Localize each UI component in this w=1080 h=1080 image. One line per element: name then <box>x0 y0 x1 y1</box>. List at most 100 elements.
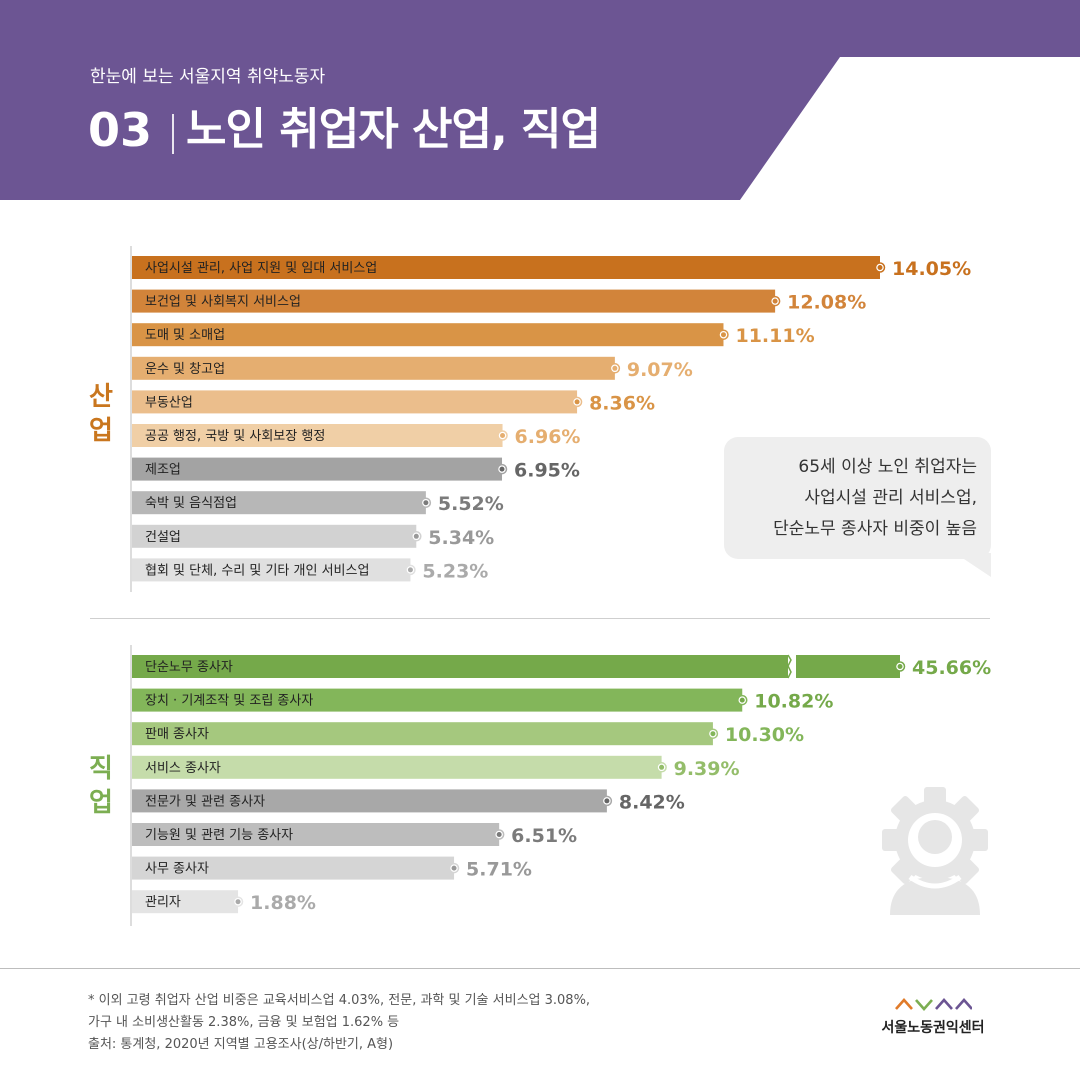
axis-break-mark <box>787 654 792 679</box>
source-line: 출처: 통계청, 2020년 지역별 고용조사(상/하반기, A형) <box>88 1037 394 1052</box>
bar <box>132 688 743 712</box>
bar-end-dot <box>496 832 502 837</box>
bar <box>132 890 239 914</box>
bar-end-dot <box>897 664 903 669</box>
category-label: 부동산업 <box>145 395 193 410</box>
bar <box>132 457 503 481</box>
category-label: 건설업 <box>145 530 181 545</box>
bar-end-dot <box>710 731 716 737</box>
category-label: 사업시설 관리, 사업 지원 및 임대 서비스업 <box>145 261 377 276</box>
header-banner: 한눈에 보는 서울지역 취약노동자 03 노인 취업자 산업, 직업 <box>0 0 1080 200</box>
category-label: 전문가 및 관련 종사자 <box>145 794 265 809</box>
category-label: 운수 및 창고업 <box>145 362 225 377</box>
bar-charts: 사업시설 관리, 사업 지원 및 임대 서비스업 14.05% 보건업 및 사회복지… <box>130 246 991 926</box>
bar-end-dot <box>500 433 506 438</box>
bar <box>132 289 776 313</box>
value-label: 10.30% <box>725 724 804 746</box>
bar <box>132 823 500 846</box>
callout-box <box>724 437 991 559</box>
bar-end-dot <box>235 899 241 905</box>
section-divider <box>90 618 990 619</box>
bar-end-dot <box>423 500 429 506</box>
bar-end-dot <box>451 865 457 871</box>
bar <box>132 524 417 548</box>
bar-end-dot <box>877 265 883 270</box>
callout-tail <box>955 553 991 577</box>
bar <box>132 424 503 447</box>
industry-label-char-2: 업 <box>89 416 113 446</box>
callout-line-1: 65세 이상 노인 취업자는 <box>798 457 977 477</box>
value-label: 1.88% <box>250 892 316 914</box>
bar-end-dot <box>659 764 665 770</box>
bar-end-dot <box>720 332 726 338</box>
category-label: 제조업 <box>145 463 181 478</box>
bar-end-dot <box>772 298 778 304</box>
category-label: 협회 및 단체, 수리 및 기타 개인 서비스업 <box>145 563 369 578</box>
callout-line-3: 단순노무 종사자 비중이 높음 <box>773 519 977 539</box>
bar <box>132 655 900 678</box>
bar <box>132 789 607 813</box>
bar <box>132 856 455 880</box>
value-label: 5.71% <box>466 859 532 881</box>
occupation-section-label: 직 업 <box>86 752 116 820</box>
footer-divider <box>0 968 1080 969</box>
category-label: 단순노무 종사자 <box>145 660 233 675</box>
logo-name: 서울노동권익센터 <box>881 1020 985 1036</box>
page-title: 노인 취업자 산업, 직업 <box>186 104 601 155</box>
organization-logo: 서울노동권익센터 <box>872 996 994 1037</box>
value-label: 11.11% <box>735 325 814 347</box>
industry-label-char-1: 산 <box>89 382 113 412</box>
category-label: 서비스 종사자 <box>145 761 221 776</box>
bar <box>132 256 880 279</box>
bar-end-dot <box>739 697 745 703</box>
value-label: 8.36% <box>589 392 655 414</box>
callout-line-2: 사업시설 관리 서비스업, <box>804 488 977 508</box>
occupation-label-char-1: 직 <box>89 754 113 784</box>
value-label: 6.51% <box>511 825 577 847</box>
category-label: 보건업 및 사회복지 서비스업 <box>145 295 301 310</box>
industry-section-label: 산 업 <box>86 380 116 448</box>
category-label: 사무 종사자 <box>145 862 209 877</box>
section-number: 03 <box>88 103 153 157</box>
value-label: 6.95% <box>514 460 580 482</box>
bar <box>132 722 713 746</box>
value-label: 5.52% <box>438 493 504 515</box>
title-separator <box>172 114 174 154</box>
bar <box>132 755 662 779</box>
footnote-line-2: 가구 내 소비생산활동 2.38%, 금융 및 보험업 1.62% 등 <box>88 1015 400 1030</box>
callout-text: 65세 이상 노인 취업자는 사업시설 관리 서비스업, 단순노무 종사자 비중… <box>724 452 977 545</box>
category-label: 관리자 <box>145 895 181 910</box>
value-label: 45.66% <box>912 657 991 679</box>
value-label: 5.34% <box>428 527 494 549</box>
bar-end-dot <box>407 567 413 573</box>
bar <box>132 558 411 582</box>
category-label: 숙박 및 음식점업 <box>145 496 237 511</box>
bar-end-dot <box>612 365 618 371</box>
category-label: 기능원 및 관련 기능 종사자 <box>145 828 293 843</box>
bar <box>132 390 578 414</box>
value-label: 9.39% <box>674 758 740 780</box>
category-label: 도매 및 소매업 <box>145 328 225 343</box>
bar <box>132 356 615 380</box>
category-label: 장치 · 기계조작 및 조립 종사자 <box>145 694 313 709</box>
footnote: * 이외 고령 취업자 산업 비중은 교육서비스업 4.03%, 전문, 과학 … <box>88 990 590 1056</box>
header-background <box>0 0 1080 200</box>
footnote-line-1: * 이외 고령 취업자 산업 비중은 교육서비스업 4.03%, 전문, 과학 … <box>88 993 591 1008</box>
category-label: 공공 행정, 국방 및 사회보장 행정 <box>145 428 325 444</box>
value-label: 6.96% <box>515 426 581 448</box>
occupation-label-char-2: 업 <box>89 788 113 818</box>
bar-end-dot <box>499 466 505 472</box>
bar-end-dot <box>574 399 580 405</box>
bar <box>132 323 724 347</box>
value-label: 12.08% <box>787 292 866 314</box>
bar <box>132 491 426 515</box>
value-label: 14.05% <box>892 258 971 280</box>
value-label: 5.23% <box>422 560 488 582</box>
axis-break <box>788 654 796 679</box>
value-label: 8.42% <box>619 791 685 813</box>
value-label: 9.07% <box>627 359 693 381</box>
bar-end-dot <box>604 798 610 804</box>
chevron-wave-icon <box>895 998 973 1011</box>
value-label: 10.82% <box>754 691 833 713</box>
category-label: 판매 종사자 <box>145 727 209 742</box>
